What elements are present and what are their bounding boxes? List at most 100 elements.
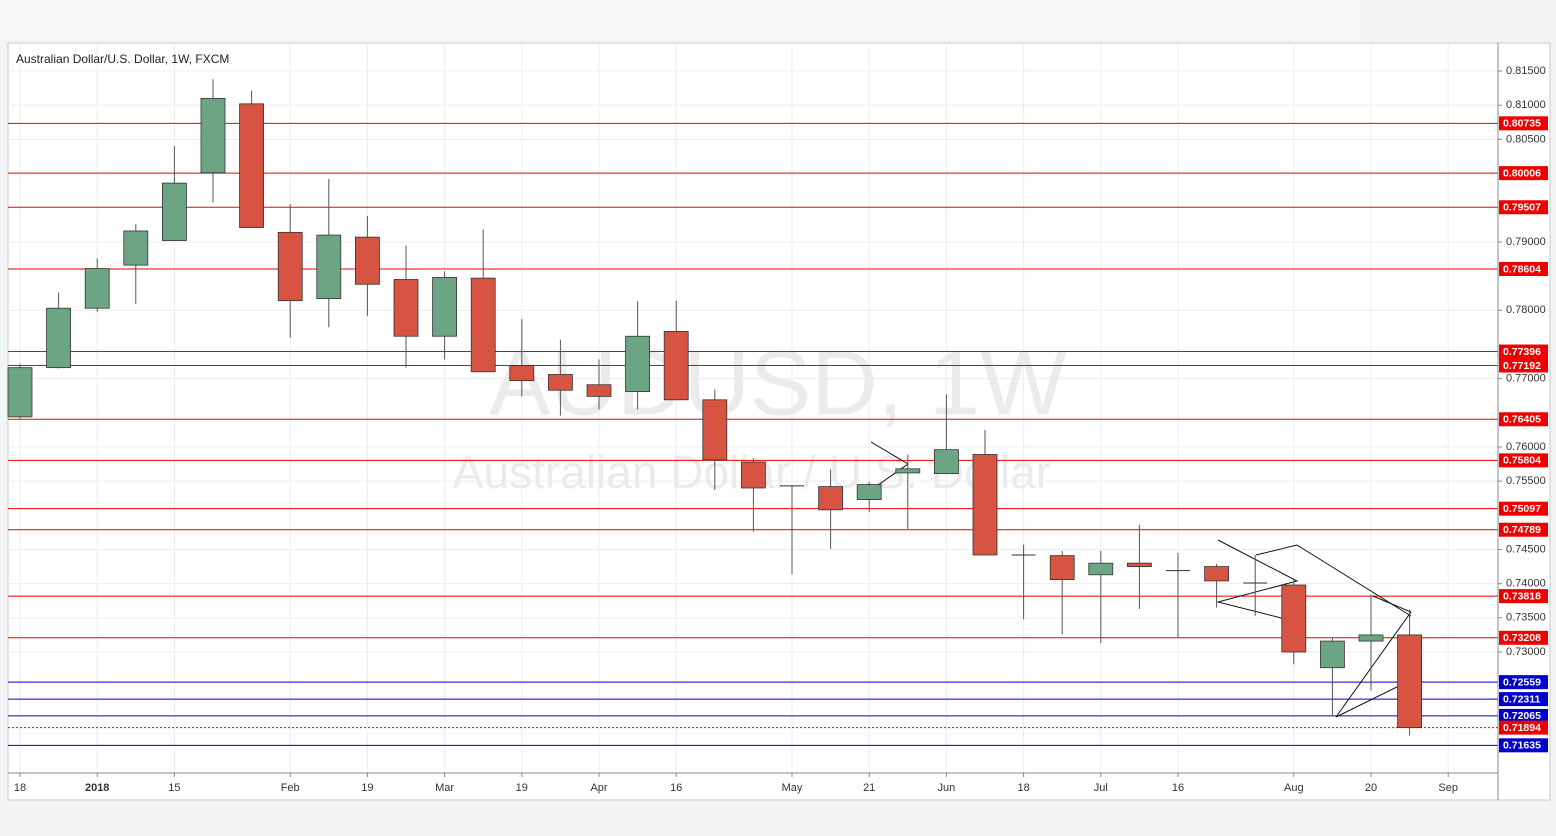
- level-label: 0.72311: [1503, 693, 1541, 705]
- level-label: 0.75804: [1503, 455, 1541, 467]
- level-label: 0.71894: [1503, 722, 1541, 734]
- level-label-box: [1499, 708, 1548, 723]
- y-tick-label: 0.75500: [1506, 475, 1546, 487]
- candle-body: [46, 307, 71, 369]
- top-strip: [0, 0, 1360, 40]
- candle-body: [586, 384, 612, 397]
- candle-body: [818, 486, 843, 511]
- level-label-box: [1499, 630, 1548, 645]
- candle-body: [895, 468, 921, 474]
- x-tick-label: 20: [1365, 782, 1377, 794]
- level-label: 0.75097: [1503, 503, 1541, 515]
- grid: [8, 43, 1498, 773]
- candle-body: [702, 399, 728, 461]
- level-label-box: [1499, 720, 1548, 735]
- candle-body: [432, 277, 458, 337]
- level-label: 0.76405: [1503, 414, 1541, 426]
- candle-body: [161, 182, 187, 241]
- trend-line: [1216, 539, 1299, 623]
- x-tick-label: Jun: [938, 782, 956, 794]
- x-tick-label: 16: [670, 782, 682, 794]
- level-label-box: [1499, 501, 1548, 516]
- level-label-box: [1499, 200, 1548, 215]
- level-label: 0.77396: [1503, 346, 1541, 358]
- candle-body: [1088, 562, 1114, 576]
- level-label-box: [1499, 412, 1548, 427]
- candle-body: [1127, 562, 1152, 567]
- levels: 0.80735 0.80006 0.79507 0.78604 0.77396 0.771…: [8, 116, 1548, 753]
- y-tick-label: 0.77000: [1506, 373, 1546, 385]
- x-tick-label: May: [782, 782, 803, 794]
- chart-title: Australian Dollar/U.S. Dollar, 1W, FXCM: [16, 52, 229, 66]
- candle-body: [934, 449, 959, 475]
- level-label-box: [1499, 116, 1548, 131]
- candle-body: [316, 234, 342, 300]
- level-label: 0.74789: [1503, 524, 1541, 536]
- level-label-box: [1499, 166, 1548, 181]
- candle-body: [7, 367, 33, 418]
- y-tick-label: 0.81000: [1506, 99, 1546, 111]
- candle-body: [741, 461, 766, 489]
- trend-lines: [870, 441, 1412, 718]
- level-label-box: [1499, 358, 1548, 373]
- level-label-box: [1499, 344, 1548, 359]
- candle-body: [123, 230, 149, 266]
- y-tick-label: 0.73500: [1506, 612, 1546, 624]
- x-tick-label: 15: [168, 782, 180, 794]
- candles: [7, 79, 1422, 736]
- x-tick-label: 18: [1017, 782, 1029, 794]
- trend-line: [1335, 595, 1412, 718]
- level-label: 0.71635: [1503, 740, 1541, 752]
- level-label: 0.77192: [1503, 360, 1541, 372]
- level-label-box: [1499, 261, 1548, 276]
- level-label: 0.78604: [1503, 263, 1541, 275]
- level-label: 0.80735: [1503, 118, 1541, 130]
- candle-body: [625, 335, 650, 392]
- candle-body: [470, 277, 496, 373]
- level-label-box: [1499, 522, 1548, 537]
- x-tick-label: 19: [516, 782, 528, 794]
- y-tick-label: 0.74000: [1506, 578, 1546, 590]
- x-tick-label: Aug: [1284, 782, 1304, 794]
- level-label: 0.72065: [1503, 710, 1541, 722]
- y-tick-label: 0.80500: [1506, 133, 1546, 145]
- level-label-box: [1499, 738, 1548, 753]
- level-label-box: [1499, 589, 1548, 604]
- y-tick-label: 0.78000: [1506, 304, 1546, 316]
- y-tick-label: 0.73000: [1506, 646, 1546, 658]
- candle-body: [1358, 634, 1384, 642]
- watermark: AUDUSD, 1W: [489, 332, 1067, 434]
- x-tick-label: 2018: [85, 782, 109, 794]
- x-tick-label: Jul: [1094, 782, 1108, 794]
- candle-body: [1049, 555, 1075, 580]
- trend-line: [1255, 544, 1412, 617]
- candle-body: [856, 484, 882, 500]
- level-label: 0.80006: [1503, 167, 1541, 179]
- x-tick-label: Sep: [1438, 782, 1458, 794]
- candle-body: [354, 236, 380, 285]
- x-tick-label: Feb: [281, 782, 300, 794]
- y-tick-label: 0.74500: [1506, 543, 1546, 555]
- candle-body: [1204, 566, 1229, 582]
- x-tick-label: 19: [361, 782, 373, 794]
- y-tick-label: 0.76000: [1506, 441, 1546, 453]
- candle-body: [393, 279, 419, 337]
- level-label: 0.73818: [1503, 590, 1541, 602]
- candle-body: [509, 365, 535, 382]
- level-label: 0.73208: [1503, 632, 1541, 644]
- candle-body: [277, 231, 303, 302]
- candle-body: [1320, 640, 1345, 669]
- level-label-box: [1499, 675, 1548, 690]
- candle-body: [548, 374, 573, 391]
- candle-body: [972, 454, 998, 556]
- level-label-box: [1499, 692, 1548, 707]
- axis: 0.81500 0.81000 0.80500 0.79000 0.78000 0.770…: [14, 65, 1546, 794]
- candle-body: [239, 103, 265, 228]
- candle-body: [1397, 634, 1422, 729]
- candle-body: [200, 97, 226, 174]
- x-tick-label: 18: [14, 782, 26, 794]
- chart-frame: [7, 42, 1551, 801]
- candle-body: [84, 268, 110, 309]
